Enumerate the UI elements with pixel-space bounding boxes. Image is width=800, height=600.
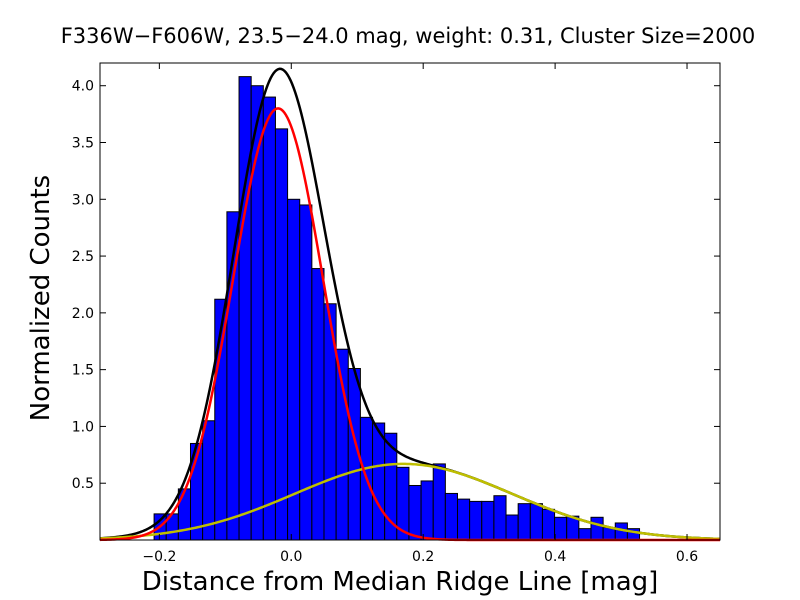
y-tick-label: 1.0 (72, 419, 94, 435)
histogram-bar (238, 76, 252, 541)
y-tick-label: 1.5 (72, 363, 94, 379)
y-tick-label: 4.0 (72, 79, 94, 95)
histogram-bar (311, 268, 325, 541)
histogram-bar (469, 500, 483, 541)
histogram-bar (177, 488, 192, 541)
histogram-bar (590, 516, 604, 541)
histogram-bar (372, 422, 386, 541)
histogram-bar (493, 495, 507, 541)
y-tick-label: 2.5 (72, 249, 94, 265)
histogram-bar (274, 128, 289, 541)
chart-title: F336W−F606W, 23.5−24.0 mag, weight: 0.31… (61, 24, 756, 48)
x-axis-ticks: −0.2 0.0 0.2 0.4 0.6 (142, 63, 698, 565)
histogram-bar (505, 514, 519, 541)
fit-curves (99, 67, 721, 542)
x-tick-label: −0.2 (142, 549, 176, 565)
y-axis-ticks: 0.5 1.0 1.5 2.0 2.5 3.0 3.5 4.0 (72, 79, 720, 492)
y-tick-label: 2.0 (72, 306, 94, 322)
histogram-bar (420, 480, 434, 541)
y-tick-label: 0.5 (72, 476, 94, 492)
x-tick-label: 0.0 (280, 549, 302, 565)
histogram-bar (408, 484, 422, 541)
histogram-bar (578, 528, 592, 541)
histogram-bar (287, 198, 301, 541)
x-axis-label: Distance from Median Ridge Line [mag] (142, 567, 659, 597)
y-axis-label: Normalized Counts (26, 175, 56, 421)
plot-area-frame (99, 62, 721, 541)
yellow-gaussian-curve (99, 462, 721, 541)
histogram-bar (444, 492, 458, 541)
histogram-bar (432, 463, 446, 541)
histogram-bar (541, 508, 556, 541)
histogram-bar (554, 516, 568, 541)
y-tick-label: 3.5 (72, 136, 94, 152)
histogram-bar (335, 348, 349, 541)
histogram-bar (517, 503, 531, 541)
x-tick-label: 0.2 (412, 549, 434, 565)
histogram-bar (262, 96, 276, 541)
x-tick-label: 0.6 (676, 549, 698, 565)
histogram-bar (202, 420, 216, 541)
y-tick-label: 3.0 (72, 192, 94, 208)
histogram-bar (529, 503, 543, 541)
histogram-bar (456, 498, 471, 541)
histogram-bar (481, 500, 495, 541)
x-tick-label: 0.4 (544, 549, 566, 565)
